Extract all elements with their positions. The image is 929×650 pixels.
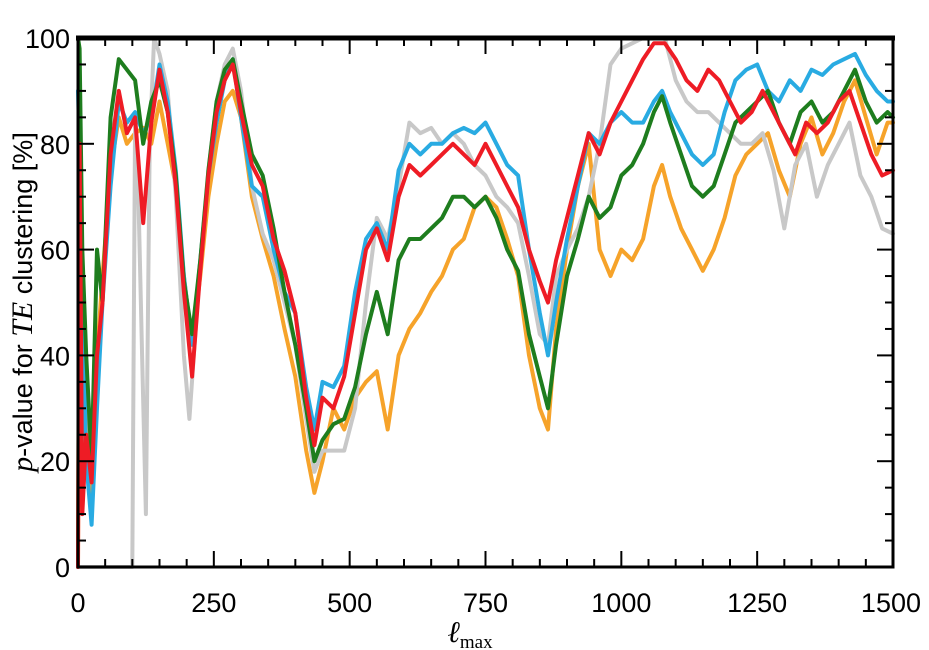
- x-tick-label: 1000: [591, 588, 651, 618]
- data-lines: [76, 36, 895, 569]
- y-tick-labels: 0 20 40 60 80 100: [25, 24, 70, 583]
- series-line-1: [76, 78, 895, 569]
- series-line-5: [76, 41, 895, 569]
- x-tick-label: 1250: [727, 588, 787, 618]
- y-axis-label-p: p: [6, 457, 39, 474]
- y-axis-label-end: clustering [%]: [8, 132, 38, 302]
- y-axis-label-mid: -value for: [8, 337, 38, 457]
- y-axis-label: p-value for TE clustering [%]: [6, 132, 39, 474]
- x-tick-label: 1500: [861, 588, 921, 618]
- y-tick-label: 80: [40, 130, 70, 160]
- y-axis-label-te: TE: [6, 302, 39, 337]
- y-tick-label: 0: [55, 553, 70, 583]
- x-tick-label: 0: [70, 588, 85, 618]
- axis-ticks: [77, 37, 894, 568]
- x-axis-label-sub: max: [460, 632, 493, 650]
- x-axis-label-main: ℓ: [447, 616, 460, 649]
- x-tick-label: 750: [463, 588, 508, 618]
- x-tick-label: 500: [327, 588, 372, 618]
- y-tick-label: 40: [40, 341, 70, 371]
- y-tick-label: 60: [40, 236, 70, 266]
- plot-frame: [76, 36, 895, 569]
- series-line-2: [76, 36, 895, 569]
- x-tick-labels: 0 250 500 750 1000 1250 1500: [70, 588, 921, 618]
- y-tick-label: 100: [25, 24, 70, 54]
- x-axis-label: ℓmax: [447, 616, 493, 650]
- x-tick-label: 250: [191, 588, 236, 618]
- y-tick-label: 20: [40, 447, 70, 477]
